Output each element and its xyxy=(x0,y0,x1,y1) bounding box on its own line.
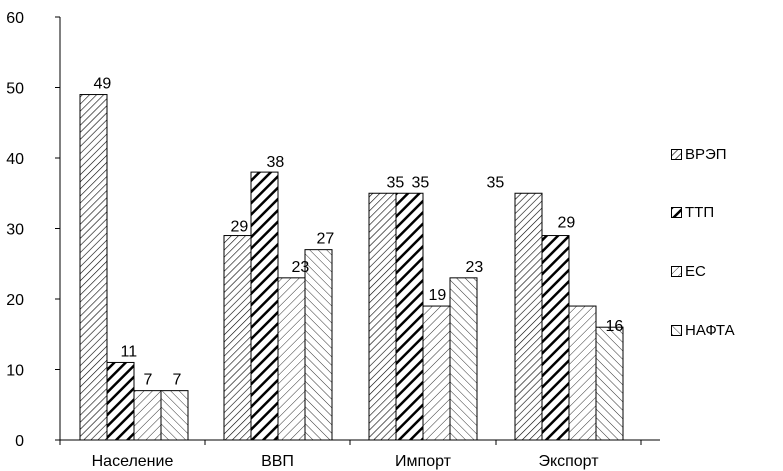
legend-swatch xyxy=(671,324,682,336)
bar xyxy=(395,192,424,441)
data-label: 7 xyxy=(144,372,153,389)
bar xyxy=(568,305,597,441)
bar xyxy=(133,390,162,441)
bar xyxy=(541,235,570,441)
legend-swatch xyxy=(671,265,682,277)
data-label: 23 xyxy=(466,259,484,276)
data-label: 16 xyxy=(606,318,624,335)
legend-item: ВРЭП xyxy=(671,145,727,163)
data-label: 29 xyxy=(558,215,576,232)
y-tick-label: 50 xyxy=(6,81,24,98)
y-tick-label: 10 xyxy=(6,363,24,380)
data-labels: 49 29 35 35 11 38 35 29 7 23 19 7 27 23 16 xyxy=(94,76,624,389)
data-label: 7 xyxy=(173,372,182,389)
bar xyxy=(277,277,306,441)
y-tick-label: 60 xyxy=(6,10,24,27)
bar xyxy=(304,249,333,441)
bar xyxy=(250,171,279,441)
y-tick-label: 20 xyxy=(6,292,24,309)
axes: 0 10 20 30 40 50 60 Население ВВП Импорт Экспорт xyxy=(6,10,660,470)
data-label: 49 xyxy=(94,76,112,93)
data-label: 29 xyxy=(231,219,249,236)
bar xyxy=(449,277,478,441)
bar xyxy=(160,390,189,441)
x-tick-label: ВВП xyxy=(261,453,294,470)
bar xyxy=(514,192,543,441)
data-label: 38 xyxy=(267,154,285,171)
legend-item: НАФТА xyxy=(671,321,735,339)
bar xyxy=(595,326,624,441)
data-label: 23 xyxy=(292,259,310,276)
legend-swatch xyxy=(671,148,682,160)
bar xyxy=(106,361,135,441)
legend-label: ТТП xyxy=(685,203,715,221)
data-label: 19 xyxy=(429,287,447,304)
data-label: 35 xyxy=(412,174,430,191)
legend-item: ЕС xyxy=(671,262,706,280)
legend-label: ВРЭП xyxy=(685,145,727,163)
y-tick-label: 0 xyxy=(15,433,24,450)
data-label: 35 xyxy=(387,174,405,191)
x-tick-label: Экспорт xyxy=(538,453,599,470)
legend-swatch xyxy=(671,206,682,218)
legend-item: ТТП xyxy=(671,203,714,221)
x-tick-label: Население xyxy=(92,453,174,470)
y-tick-label: 40 xyxy=(6,151,24,168)
x-tick-label: Импорт xyxy=(395,453,452,470)
data-label: 27 xyxy=(317,231,335,248)
legend-label: НАФТА xyxy=(685,321,735,339)
bars xyxy=(79,94,624,441)
bar xyxy=(368,192,397,441)
bar xyxy=(223,235,252,441)
bar xyxy=(79,94,108,441)
legend-label: ЕС xyxy=(685,262,706,280)
data-label: 11 xyxy=(121,343,138,360)
data-label: 35 xyxy=(487,174,505,191)
bar xyxy=(422,305,451,441)
y-tick-label: 30 xyxy=(6,222,24,239)
